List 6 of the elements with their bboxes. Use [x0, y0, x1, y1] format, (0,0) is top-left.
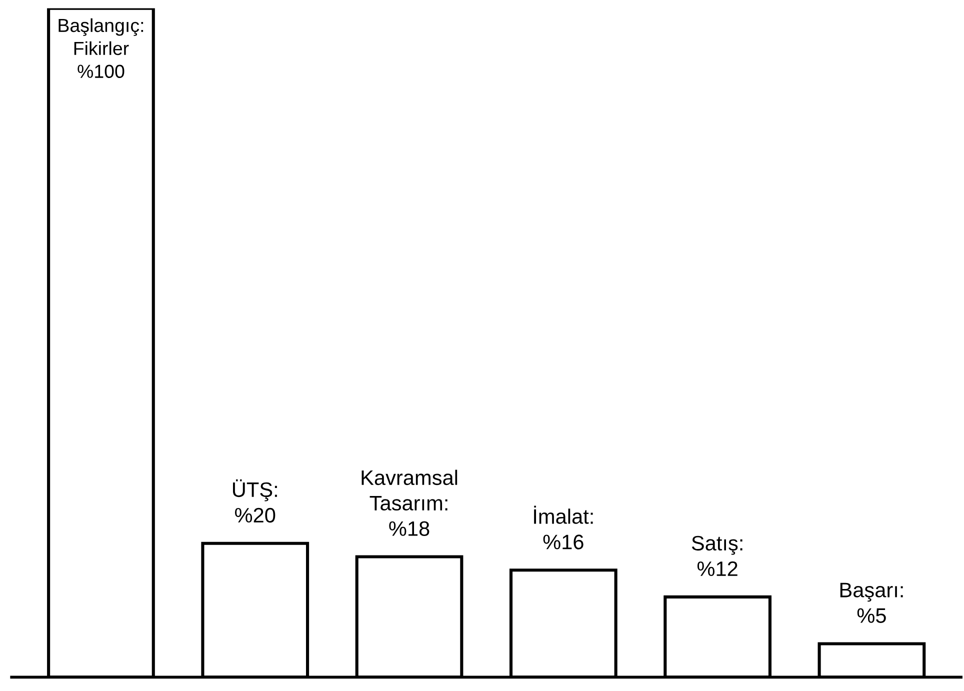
- data-label: ÜTŞ: %20: [233, 479, 277, 523]
- data-label: İmalat: %16: [534, 506, 593, 550]
- data-label: Başarı: %5: [840, 582, 903, 623]
- data-label: Başlangıç: Fikirler %100: [58, 18, 144, 78]
- data-label: Satış: %12: [692, 536, 742, 576]
- data-label: Kavramsal Tasarım: %18: [362, 470, 458, 536]
